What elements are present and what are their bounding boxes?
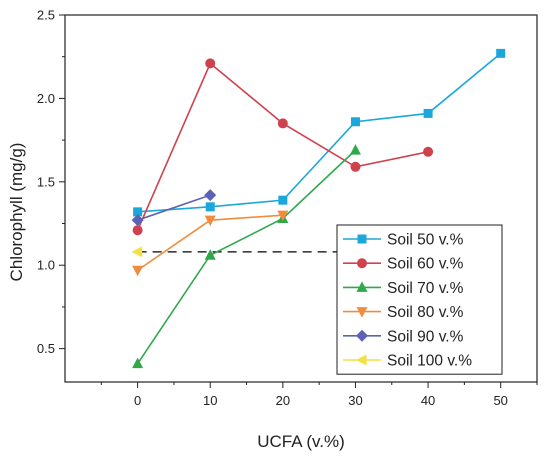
- y-tick-label-1.5: 1.5: [37, 174, 55, 189]
- data-point-3-2: [277, 210, 289, 222]
- legend-marker-1: [357, 258, 367, 269]
- data-point-1-2: [277, 118, 288, 129]
- x-tick-label-40: 40: [421, 393, 435, 408]
- data-point-1-3: [350, 161, 361, 172]
- y-tick-label-2.5: 2.5: [37, 8, 55, 23]
- data-point-0-0: [133, 207, 143, 217]
- y-tick-label-1: 1.0: [37, 258, 55, 273]
- legend-marker-3: [356, 307, 368, 318]
- legend-label-3: Soil 80 v.%: [387, 304, 464, 321]
- data-point-1-0: [132, 225, 143, 236]
- legend-marker-5: [356, 354, 367, 366]
- data-point-4-0: [131, 214, 144, 227]
- data-point-2-1: [204, 249, 216, 260]
- data-point-0-1: [205, 202, 215, 212]
- series-line-2: [136, 149, 357, 365]
- x-tick-label-0: 0: [134, 393, 141, 408]
- data-point-4-1: [204, 189, 217, 202]
- series-line-0: [137, 52, 502, 213]
- legend-label-4: Soil 90 v.%: [387, 328, 464, 345]
- series-1: [132, 58, 434, 236]
- x-tick-label-20: 20: [276, 393, 290, 408]
- data-point-0-2: [278, 195, 288, 205]
- data-point-1-4: [423, 146, 434, 157]
- x-tick-label-10: 10: [203, 393, 217, 408]
- series-5: [131, 246, 143, 258]
- legend-marker-2: [356, 281, 368, 292]
- legend-label-0: Soil 50 v.%: [387, 232, 464, 249]
- data-point-2-3: [349, 144, 361, 155]
- legend-marker-4: [356, 329, 368, 342]
- y-tick-label-2: 2.0: [37, 91, 55, 106]
- legend-label-2: Soil 70 v.%: [387, 280, 464, 297]
- data-point-0-3: [350, 117, 360, 127]
- data-point-0-4: [423, 108, 433, 118]
- x-tick-label-50: 50: [493, 393, 507, 408]
- series-0: [133, 48, 506, 217]
- y-tick-label-0.5: 0.5: [37, 341, 55, 356]
- x-tick-label-30: 30: [348, 393, 362, 408]
- y-axis-title: Chlorophyll (mg/g): [7, 143, 26, 282]
- legend-label-5: Soil 100 v.%: [387, 353, 472, 370]
- data-point-0-5: [496, 48, 506, 58]
- data-point-3-0: [132, 265, 144, 277]
- series-3: [132, 210, 289, 277]
- series-line-4: [137, 194, 211, 221]
- series-2: [132, 144, 361, 369]
- plot-frame: [64, 14, 538, 383]
- legend-box: [336, 224, 503, 375]
- legend-marker-0: [357, 234, 367, 244]
- data-point-5-0: [131, 246, 143, 258]
- series-4: [131, 189, 217, 227]
- data-point-3-1: [204, 215, 216, 227]
- legend-label-1: Soil 60 v.%: [387, 256, 464, 273]
- data-point-1-1: [205, 58, 216, 69]
- data-point-2-0: [132, 357, 144, 369]
- x-axis-title: UCFA (v.%): [257, 432, 345, 451]
